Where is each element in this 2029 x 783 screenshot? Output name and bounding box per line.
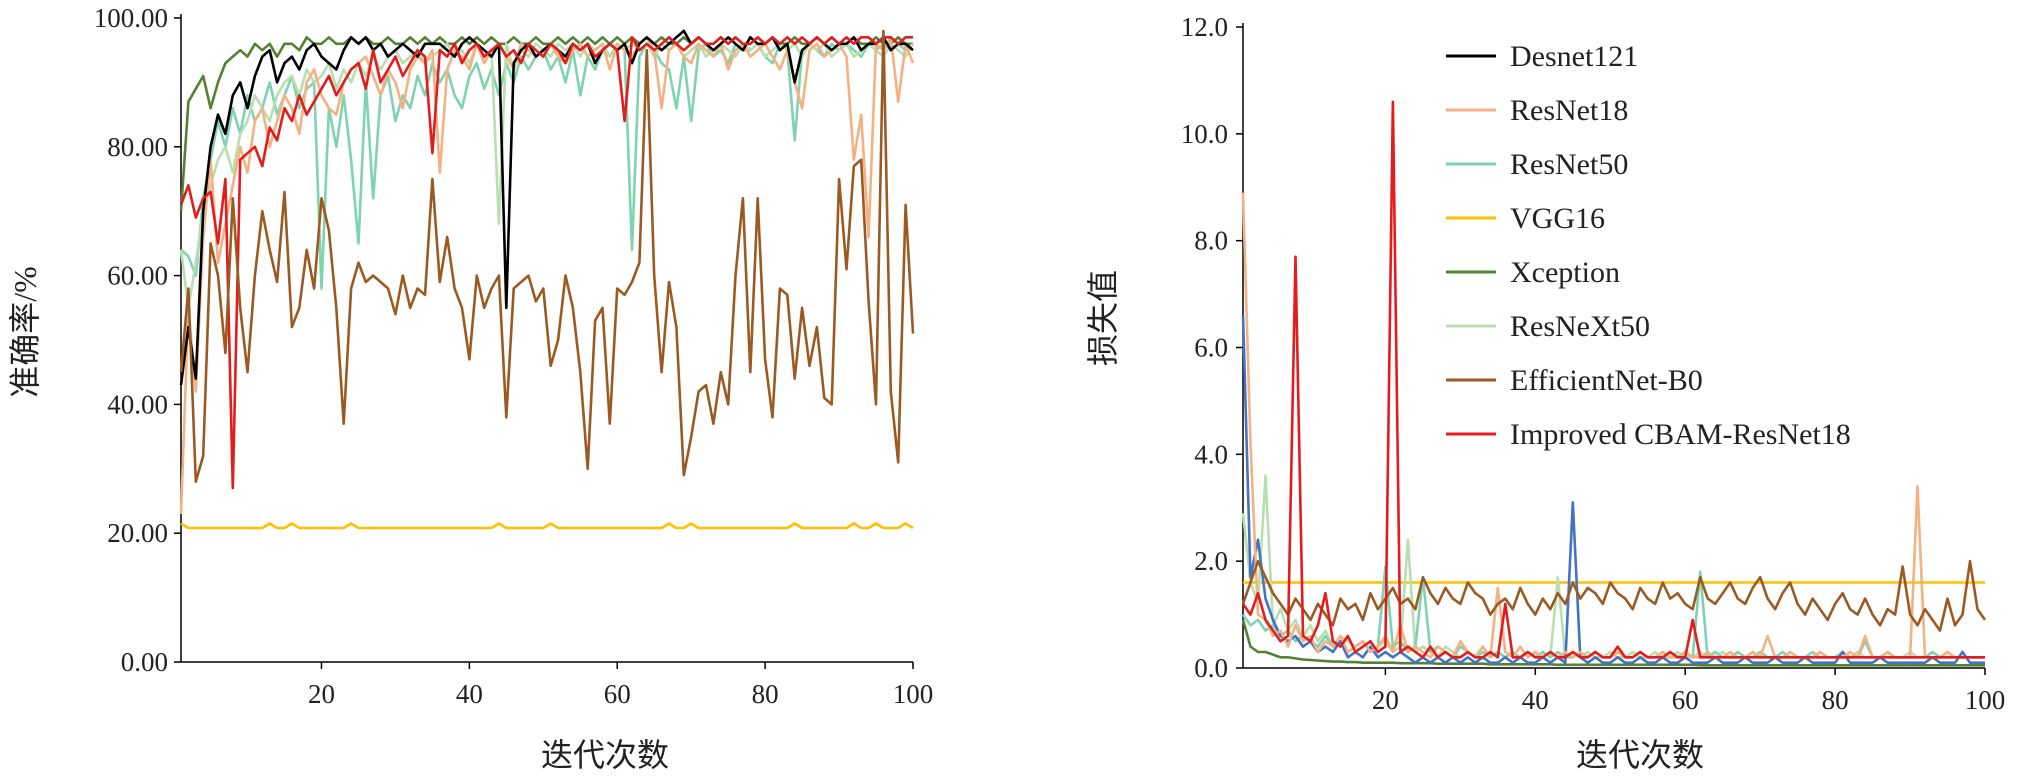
legend-label-resnet18: ResNet18 <box>1510 94 1628 127</box>
loss-y-tick-label: 4.0 <box>1194 439 1228 469</box>
legend-label-efficientnet-b0: EfficientNet-B0 <box>1510 364 1703 397</box>
accuracy-series-improved-cbam-resnet18 <box>179 35 913 490</box>
legend-label-vgg16: VGG16 <box>1510 202 1605 235</box>
loss-y-tick-label: 10.0 <box>1181 119 1228 149</box>
legend: Desnet121 ResNet18 ResNet50 VGG16 Xception Re… <box>1446 40 1851 451</box>
legend-label-improved-cbam-resnet18: Improved CBAM-ResNet18 <box>1510 418 1851 451</box>
accuracy-series-vgg16 <box>180 522 914 530</box>
accuracy-y-tick-label: 80.00 <box>107 132 168 162</box>
accuracy-y-tick-label: 0.00 <box>121 647 168 677</box>
accuracy-y-tick-label: 20.00 <box>107 518 168 548</box>
loss-chart: 损失值 迭代次数 0.0 2.0 4.0 6.0 8.0 10.0 12.0 20 40 60 80… <box>1085 12 2005 773</box>
loss-series-resnet50 <box>1241 565 1985 659</box>
legend-label-resnext50: ResNeXt50 <box>1510 310 1650 343</box>
accuracy-series-desnet121 <box>179 29 914 386</box>
loss-x-tick-label: 60 <box>1672 685 1699 715</box>
accuracy-series-resnet50 <box>180 42 914 290</box>
accuracy-y-tick-label: 60.00 <box>107 261 168 291</box>
loss-series-efficientnet-b0 <box>1241 559 1987 632</box>
accuracy-y-axis-title: 准确率/% <box>7 266 43 398</box>
loss-series-xception <box>1241 619 1985 667</box>
accuracy-series-efficientnet-b0 <box>179 29 915 484</box>
accuracy-chart: 准确率/% 迭代次数 0.00 20.00 40.00 60.00 80.00 100.0… <box>7 3 933 773</box>
legend-label-resnet50: ResNet50 <box>1510 148 1628 181</box>
accuracy-x-axis-title: 迭代次数 <box>541 737 669 773</box>
legend-label-xception: Xception <box>1510 256 1620 289</box>
accuracy-x-tick-label: 20 <box>308 679 335 709</box>
accuracy-series-resnet18 <box>179 35 915 514</box>
loss-x-tick-label: 40 <box>1522 685 1549 715</box>
loss-y-axis-title: 损失值 <box>1085 270 1121 366</box>
loss-series-desnet121 <box>1241 315 1985 665</box>
accuracy-x-tick-label: 100 <box>893 679 934 709</box>
accuracy-y-tick-label: 40.00 <box>107 389 168 419</box>
loss-x-axis-title: 迭代次数 <box>1576 737 1704 773</box>
loss-y-tick-label: 2.0 <box>1194 546 1228 576</box>
accuracy-x-tick-label: 60 <box>604 679 631 709</box>
loss-series-improved-cbam-resnet18 <box>1241 100 1985 659</box>
legend-label-desnet121: Desnet121 <box>1510 40 1638 73</box>
loss-x-tick-label: 20 <box>1372 685 1399 715</box>
accuracy-x-tick-label: 40 <box>456 679 483 709</box>
loss-x-tick-label: 80 <box>1822 685 1849 715</box>
accuracy-x-tick-label: 80 <box>752 679 779 709</box>
loss-y-tick-label: 8.0 <box>1194 226 1228 256</box>
loss-x-tick-label: 100 <box>1965 685 2006 715</box>
accuracy-y-tick-label: 100.00 <box>94 3 168 33</box>
loss-y-tick-label: 12.0 <box>1181 12 1228 42</box>
loss-y-tick-label: 0.0 <box>1194 653 1228 683</box>
accuracy-series-resnext50 <box>179 42 915 310</box>
loss-series-resnet18 <box>1241 192 1985 659</box>
loss-series-resnext50 <box>1241 474 1985 659</box>
loss-y-tick-label: 6.0 <box>1194 333 1228 363</box>
